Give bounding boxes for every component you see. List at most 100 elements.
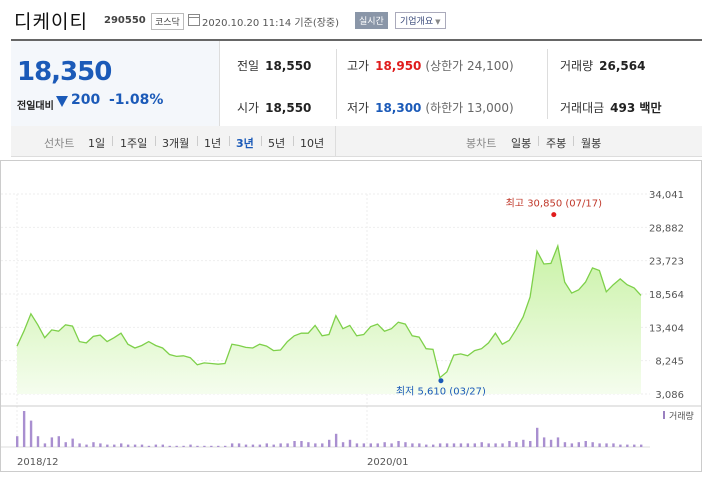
volume-bar [328, 439, 331, 447]
x-tick-label: 2018/12 [17, 457, 59, 468]
amount-cell: 거래대금 493 백만 [560, 99, 661, 116]
volume-bar [196, 445, 199, 447]
period-1y-button[interactable]: 1년 [204, 137, 222, 150]
volume-bar [369, 443, 372, 447]
volume-bar [508, 441, 511, 447]
volume-bar [120, 443, 123, 447]
volume-bar [16, 436, 19, 447]
volume-bar [640, 444, 643, 447]
chart-period-bar: 선차트 1일 1주일 3개월 1년 3년 5년 10년 봉차트 일봉 주봉 월봉 [11, 126, 702, 157]
candle-monthly-button[interactable]: 월봉 [581, 137, 602, 150]
volume-bar [584, 441, 587, 447]
volume-bar [619, 444, 622, 447]
divider [112, 136, 113, 146]
change-value: 200 [71, 92, 101, 108]
volume-bar [286, 443, 289, 447]
period-3m-button[interactable]: 3개월 [162, 137, 190, 150]
volume-bar [473, 443, 476, 447]
volume-bar [598, 443, 601, 447]
volume-bar [522, 439, 525, 447]
prev-close-cell: 전일 18,550 [237, 57, 311, 74]
high-marker [551, 212, 557, 218]
price-chart-svg: 34,041 28,882 23,723 18,564 13,404 8,245 3,086… [0, 160, 702, 472]
volume-bar [168, 445, 171, 447]
volume-bar [237, 443, 241, 447]
market-badge: 코스닥 [151, 13, 184, 30]
volume-bar [577, 442, 580, 447]
volume-bar [466, 443, 470, 447]
price-line [16, 243, 642, 379]
volume-bar [501, 443, 504, 447]
candle-daily-button[interactable]: 일봉 [511, 137, 532, 150]
high-label: 고가 [347, 59, 370, 73]
price-area [17, 246, 641, 394]
stock-header: 디케이티 290550 코스닥 2020.10.20 11:14 기준(장중) … [0, 0, 702, 40]
period-5y-button[interactable]: 5년 [268, 137, 286, 150]
volume-bar [175, 445, 178, 447]
volume-bar [536, 427, 539, 447]
volume-bar [36, 436, 40, 447]
volume-bar [314, 443, 317, 447]
volume-bar [605, 443, 608, 447]
timestamp: 2020.10.20 11:14 기준(장중) [202, 18, 340, 29]
volume-bar [549, 439, 553, 447]
change-percent: -1.08% [109, 92, 164, 108]
low-annotation: 최저 5,610 (03/27) [396, 386, 486, 398]
change-label: 전일대비 [17, 101, 54, 112]
volume-bar [22, 411, 26, 447]
caret-down-icon: ▼ [435, 18, 441, 26]
open-cell: 시가 18,550 [237, 99, 311, 116]
candle-chart-label: 봉차트 [466, 137, 497, 150]
volume-bar [633, 444, 636, 447]
volume-bar [85, 444, 88, 447]
company-overview-button[interactable]: 기업개요 ▼ [395, 12, 446, 29]
period-1w-button[interactable]: 1주일 [120, 137, 148, 150]
low-label: 저가 [347, 101, 370, 115]
y-tick-label: 8,245 [655, 357, 684, 368]
candle-weekly-button[interactable]: 주봉 [546, 137, 567, 150]
volume-value: 26,564 [599, 59, 646, 73]
upper-limit: (상한가 24,100) [425, 59, 514, 73]
period-3y-button[interactable]: 3년 [236, 137, 254, 150]
volume-bar [71, 438, 74, 447]
volume-bar [113, 444, 116, 447]
prev-close-label: 전일 [237, 59, 260, 73]
volume-bar [459, 443, 463, 447]
volume-bar [279, 443, 282, 447]
volume-bar [182, 445, 185, 447]
y-tick-label: 18,564 [649, 290, 684, 301]
volume-bar [126, 444, 130, 447]
volume-bar [133, 444, 137, 447]
volume-bar [224, 445, 227, 447]
volume-bar [591, 442, 594, 447]
volume-bar [418, 443, 421, 447]
volume-bar [78, 443, 81, 447]
volume-bar [92, 442, 95, 447]
volume-bar [376, 443, 379, 447]
y-tick-label: 23,723 [649, 257, 684, 268]
volume-bar [438, 443, 442, 447]
divider [261, 136, 262, 146]
volume-bar [307, 442, 310, 447]
volume-bar [341, 442, 345, 447]
volume-bar [106, 444, 109, 447]
volume-bar [161, 444, 164, 447]
volume-legend-swatch [663, 411, 665, 419]
volume-bar [189, 444, 192, 447]
stock-code: 290550 [104, 15, 146, 26]
volume-bar [494, 443, 497, 447]
volume-bar [556, 437, 560, 447]
period-1d-button[interactable]: 1일 [88, 137, 106, 150]
period-10y-button[interactable]: 10년 [300, 137, 325, 150]
volume-bar [480, 442, 483, 447]
volume-bar [57, 436, 60, 447]
volume-bar [383, 442, 386, 447]
volume-bar [50, 437, 54, 447]
volume-bar [452, 443, 456, 447]
realtime-button[interactable]: 실시간 [355, 12, 388, 29]
price-chart[interactable]: 34,041 28,882 23,723 18,564 13,404 8,245 3,086… [0, 160, 702, 473]
volume-bar [355, 443, 359, 447]
high-value: 18,950 [375, 59, 422, 73]
lower-limit: (하한가 13,000) [425, 101, 514, 115]
volume-bar [515, 442, 518, 447]
